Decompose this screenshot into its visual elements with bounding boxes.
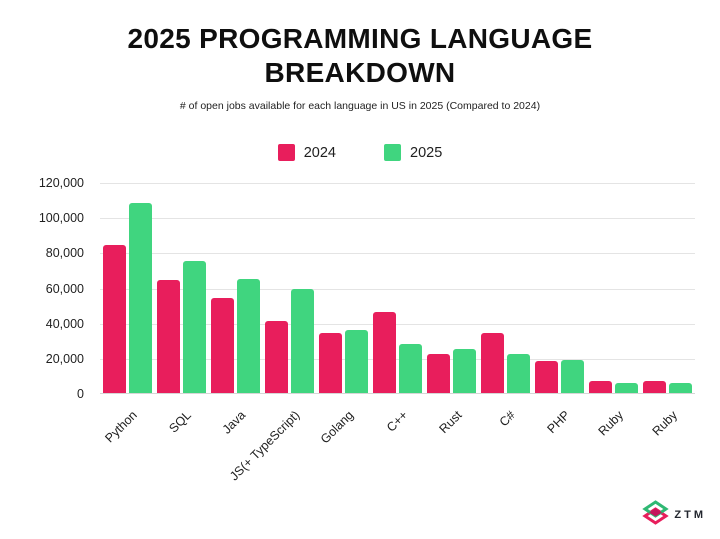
x-axis-category-label: C++ bbox=[383, 408, 411, 435]
bar-ruby-2025 bbox=[669, 383, 693, 393]
legend-swatch-2024 bbox=[277, 144, 295, 161]
gridline bbox=[100, 218, 695, 220]
y-axis-tick-label: 80,000 bbox=[45, 246, 84, 261]
x-axis-category-label: Ruby bbox=[650, 408, 681, 439]
y-axis-tick-label: 100,000 bbox=[38, 211, 84, 226]
bar-js-typescript-2025 bbox=[290, 289, 314, 393]
bar-rust-2024 bbox=[427, 354, 451, 393]
bar-c-2024 bbox=[481, 333, 505, 393]
ztm-logo-text: ZTM bbox=[674, 509, 706, 521]
x-axis-category-label: Python bbox=[102, 408, 140, 446]
chart-subtitle: # of open jobs available for each langua… bbox=[179, 100, 541, 112]
y-axis-tick-label: 0 bbox=[77, 387, 84, 401]
x-axis-category-label: Ruby bbox=[595, 408, 627, 439]
brand-logo: ZTM bbox=[642, 499, 706, 531]
x-axis-category-label: SQL bbox=[166, 408, 194, 436]
gridline bbox=[100, 183, 695, 184]
plot-area bbox=[100, 183, 695, 394]
x-axis-category-label: PHP bbox=[544, 408, 573, 437]
y-axis-tick-label: 40,000 bbox=[45, 316, 84, 331]
gridline bbox=[100, 323, 695, 325]
chart-title: 2025 PROGRAMMING LANGUAGE BREAKDOWN bbox=[127, 23, 593, 88]
gridline bbox=[100, 288, 695, 290]
y-axis: 120,000 100,000 80,000 60,000 40,000 20,000 0 bbox=[0, 176, 92, 401]
legend-label: 2024 bbox=[303, 144, 336, 161]
bar-rust-2025 bbox=[453, 349, 477, 393]
bar-sql-2024 bbox=[156, 280, 180, 393]
x-axis: Python SQL Java JS(+ TypeScript) Golang C++ Ru… bbox=[100, 396, 695, 491]
x-axis-category-label: Golang bbox=[317, 408, 357, 447]
bar-c-2025 bbox=[507, 354, 531, 393]
legend-item-2025: 2025 bbox=[384, 144, 442, 161]
bar-ruby-2024 bbox=[643, 380, 667, 393]
legend-swatch-2025 bbox=[384, 144, 401, 161]
bar-python-2025 bbox=[128, 203, 152, 393]
bar-ruby-2025 bbox=[615, 383, 639, 393]
bar-php-2024 bbox=[535, 361, 559, 393]
bar-java-2024 bbox=[210, 298, 234, 393]
legend-label: 2025 bbox=[410, 144, 443, 161]
x-axis-category-label: Rust bbox=[436, 408, 465, 437]
legend: 2024 2025 bbox=[0, 144, 720, 161]
y-axis-tick-label: 20,000 bbox=[45, 351, 84, 366]
bar-js-typescript-2024 bbox=[264, 320, 288, 393]
legend-item-2024: 2024 bbox=[277, 144, 336, 161]
y-axis-tick-label: 60,000 bbox=[45, 281, 84, 296]
x-axis-category-label: C# bbox=[497, 408, 519, 430]
ztm-logo-icon bbox=[642, 500, 670, 525]
bar-ruby-2024 bbox=[589, 380, 613, 393]
gridline bbox=[100, 253, 695, 255]
y-axis-tick-label: 120,000 bbox=[38, 176, 84, 190]
bar-sql-2025 bbox=[182, 261, 206, 393]
bar-c-2025 bbox=[399, 343, 422, 393]
bar-golang-2024 bbox=[318, 333, 342, 393]
bar-golang-2025 bbox=[344, 329, 368, 393]
bar-c-2024 bbox=[373, 312, 396, 393]
bar-php-2025 bbox=[561, 359, 585, 393]
gridline bbox=[100, 358, 695, 360]
bar-python-2024 bbox=[102, 245, 126, 393]
x-axis-category-label: Java bbox=[219, 408, 248, 437]
bar-java-2025 bbox=[236, 278, 260, 393]
